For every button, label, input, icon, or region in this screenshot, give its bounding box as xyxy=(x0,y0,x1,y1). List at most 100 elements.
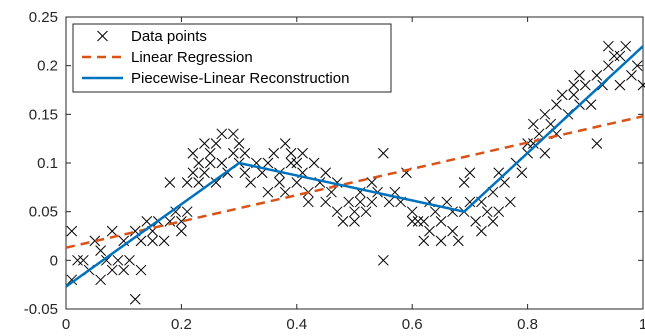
data-point-marker xyxy=(210,138,222,149)
data-point-marker xyxy=(539,147,551,159)
data-point-marker xyxy=(499,177,510,188)
data-point-marker xyxy=(170,206,181,218)
data-point-marker xyxy=(106,264,118,276)
data-point-marker xyxy=(129,293,141,305)
data-point-marker xyxy=(406,206,418,218)
data-point-marker xyxy=(101,254,112,266)
data-point-marker xyxy=(72,254,83,266)
data-point-marker xyxy=(239,167,251,179)
data-point-marker xyxy=(279,186,291,198)
data-point-marker xyxy=(320,196,332,208)
legend-box xyxy=(72,23,392,93)
y-tick-label: 0.25 xyxy=(29,9,58,26)
data-point-marker xyxy=(366,196,378,208)
data-point-marker xyxy=(199,138,210,149)
data-point-marker xyxy=(441,196,453,208)
data-point-marker xyxy=(181,206,193,218)
data-point-marker xyxy=(447,225,458,237)
data-point-marker xyxy=(453,235,464,247)
data-point-marker xyxy=(435,216,447,227)
data-point-marker xyxy=(193,177,205,188)
data-point-marker xyxy=(291,177,303,188)
data-point-marker xyxy=(135,235,147,247)
data-point-marker xyxy=(487,216,499,227)
scatter-points xyxy=(66,40,645,305)
data-point-marker xyxy=(435,235,447,247)
data-point-marker xyxy=(464,167,476,179)
y-tick-label: 0.2 xyxy=(37,58,58,75)
data-point-marker xyxy=(424,225,435,237)
data-point-marker xyxy=(556,89,568,101)
data-point-marker xyxy=(464,196,476,208)
data-point-marker xyxy=(608,50,620,62)
legend-label-linear-regression: Linear Regression xyxy=(131,49,253,66)
data-point-marker xyxy=(620,40,632,52)
data-point-marker xyxy=(204,147,216,159)
data-point-marker xyxy=(377,254,389,266)
data-point-marker xyxy=(603,60,614,72)
data-point-marker xyxy=(308,157,320,169)
y-tick-label: 0.15 xyxy=(29,106,58,123)
data-point-marker xyxy=(164,216,176,227)
data-point-marker xyxy=(476,225,487,237)
data-point-marker xyxy=(418,216,430,227)
x-tick-label: 0 xyxy=(62,316,70,333)
x-tick-label: 1 xyxy=(639,316,645,333)
data-point-marker xyxy=(135,264,147,276)
data-point-marker xyxy=(377,147,389,159)
data-point-marker xyxy=(147,235,158,247)
legend-entry-linear-regression: Linear Regression xyxy=(82,49,253,66)
x-tick-label: 0.2 xyxy=(171,316,192,333)
y-tick-label: 0.05 xyxy=(29,204,58,221)
legend-marker-x-icon xyxy=(97,30,108,42)
data-point-marker xyxy=(366,177,378,188)
data-point-marker xyxy=(262,157,274,169)
data-point-marker xyxy=(176,225,187,237)
data-point-marker xyxy=(245,177,256,188)
legend-entry-data-points: Data points xyxy=(97,28,207,45)
data-point-marker xyxy=(458,177,470,188)
x-tick-label: 0.4 xyxy=(286,316,307,333)
data-point-marker xyxy=(141,216,153,227)
data-point-marker xyxy=(383,196,395,208)
data-point-marker xyxy=(603,40,614,52)
data-point-marker xyxy=(285,157,297,169)
data-point-marker xyxy=(493,206,505,218)
data-point-marker xyxy=(360,206,372,218)
data-point-marker xyxy=(193,157,205,169)
data-point-marker xyxy=(412,216,424,227)
data-point-marker xyxy=(579,79,591,91)
data-point-marker xyxy=(216,157,228,169)
data-point-marker xyxy=(274,177,285,188)
data-point-marker xyxy=(528,118,539,130)
data-point-marker xyxy=(89,235,101,247)
series-lines xyxy=(65,45,644,288)
data-point-marker xyxy=(291,157,303,169)
data-point-marker xyxy=(533,128,545,140)
data-point-marker xyxy=(297,147,308,159)
data-point-marker xyxy=(631,60,643,72)
data-point-marker xyxy=(568,89,580,101)
data-point-marker xyxy=(285,147,297,159)
data-point-marker xyxy=(187,167,199,179)
y-tick-label: -0.05 xyxy=(24,301,58,318)
data-point-marker xyxy=(176,216,187,227)
data-point-marker xyxy=(551,99,562,110)
data-point-marker xyxy=(181,177,193,188)
data-point-marker xyxy=(210,177,222,188)
data-point-marker xyxy=(262,186,274,198)
data-point-marker xyxy=(516,167,528,179)
data-point-marker xyxy=(216,128,228,140)
data-point-marker xyxy=(331,206,343,218)
data-point-marker xyxy=(268,147,280,159)
data-point-marker xyxy=(77,254,89,266)
data-point-marker xyxy=(95,274,106,286)
data-point-marker xyxy=(591,70,603,81)
data-point-marker xyxy=(158,235,170,247)
data-point-marker xyxy=(614,79,626,91)
data-point-marker xyxy=(302,196,314,208)
data-point-marker xyxy=(591,138,603,149)
data-point-marker xyxy=(95,245,106,256)
data-point-marker xyxy=(504,196,516,208)
